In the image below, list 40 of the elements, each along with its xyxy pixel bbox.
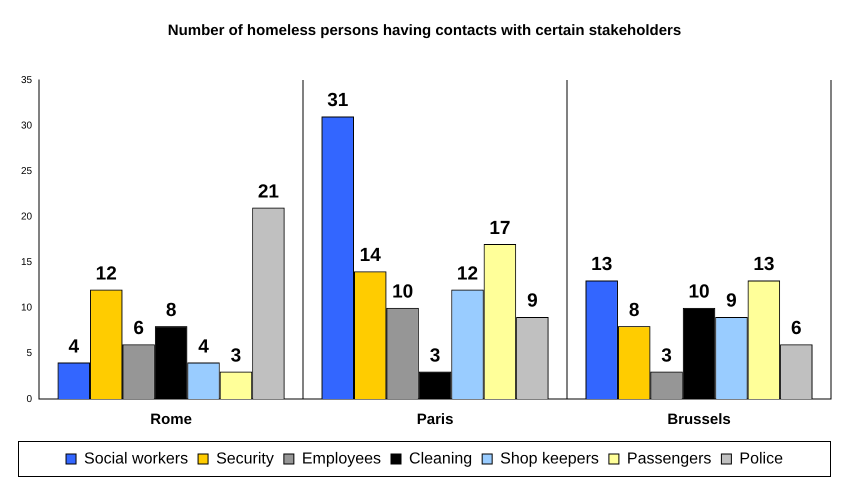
legend-label: Shop keepers: [500, 450, 599, 468]
legend-label: Social workers: [84, 450, 188, 468]
y-tick-label: 35: [21, 74, 33, 86]
data-label: 12: [96, 263, 117, 284]
data-label: 31: [327, 90, 349, 112]
data-label: 9: [726, 290, 737, 312]
data-label: 8: [628, 300, 640, 321]
legend-label: Cleaning: [409, 450, 472, 468]
data-label: 12: [456, 263, 478, 284]
data-label: 13: [753, 254, 774, 276]
data-label: 10: [392, 282, 414, 303]
data-label: 21: [258, 181, 280, 202]
data-label: 9: [527, 290, 538, 312]
legend-label: Passengers: [626, 450, 712, 468]
y-tick-label: 15: [21, 257, 33, 268]
data-label: 6: [133, 318, 144, 340]
data-label: 10: [688, 282, 710, 303]
data-label: 14: [360, 245, 382, 266]
x-tick-label: Brussels: [667, 411, 731, 428]
y-tick-label: 10: [21, 302, 33, 314]
data-label: 3: [230, 345, 242, 366]
x-tick-label: Rome: [150, 411, 192, 428]
y-tick-label: 25: [21, 166, 33, 177]
data-label: 3: [430, 345, 440, 366]
legend-label: Police: [739, 450, 784, 468]
y-tick-label: 5: [26, 348, 33, 360]
x-tick-label: Paris: [416, 411, 454, 428]
y-tick-label: 30: [21, 120, 33, 132]
chart-title: Number of homeless persons having contacts with certain stakeholders: [168, 22, 682, 40]
data-label: 3: [661, 345, 672, 366]
y-tick-label: 20: [21, 211, 33, 222]
data-label: 13: [591, 254, 612, 276]
data-label: 4: [68, 336, 80, 358]
legend-label: Employees: [302, 450, 382, 468]
legend-label: Security: [216, 450, 274, 468]
data-label: 4: [198, 336, 210, 358]
data-label: 6: [791, 318, 802, 340]
data-label: 8: [166, 300, 176, 321]
y-tick-label: 0: [26, 394, 33, 405]
data-label: 17: [489, 218, 510, 239]
